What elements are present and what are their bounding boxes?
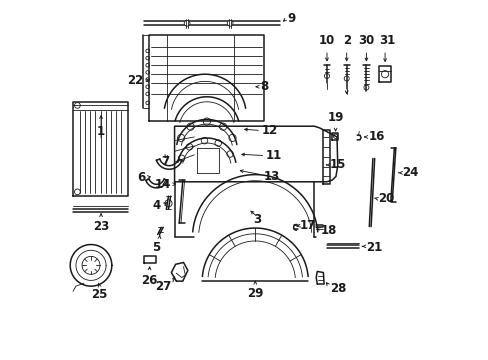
Text: 11: 11 <box>265 149 282 162</box>
Text: 17: 17 <box>300 219 316 233</box>
Text: 23: 23 <box>93 220 109 233</box>
Text: 28: 28 <box>329 282 346 295</box>
Text: 12: 12 <box>261 124 277 137</box>
Text: 29: 29 <box>246 287 263 300</box>
Text: 3: 3 <box>252 213 261 226</box>
Circle shape <box>227 21 233 26</box>
Text: 2: 2 <box>342 34 350 47</box>
Text: 10: 10 <box>318 34 334 47</box>
Text: 5: 5 <box>152 241 161 254</box>
Text: 13: 13 <box>263 170 279 183</box>
Text: 30: 30 <box>358 34 374 47</box>
Text: 26: 26 <box>141 274 157 287</box>
Text: 7: 7 <box>161 155 169 168</box>
Text: 15: 15 <box>329 158 346 171</box>
Text: 8: 8 <box>260 80 268 93</box>
Text: 18: 18 <box>320 224 336 237</box>
Text: 20: 20 <box>377 192 393 205</box>
Text: 4: 4 <box>152 199 160 212</box>
Text: 6: 6 <box>137 171 145 184</box>
Text: 9: 9 <box>287 12 295 25</box>
Circle shape <box>184 21 190 26</box>
Text: 27: 27 <box>155 280 171 293</box>
Text: 25: 25 <box>91 288 107 301</box>
Text: 19: 19 <box>327 111 343 125</box>
Text: 14: 14 <box>154 178 171 191</box>
Text: 1: 1 <box>97 125 105 138</box>
Text: 21: 21 <box>365 241 381 254</box>
Text: 16: 16 <box>367 130 384 144</box>
Text: 24: 24 <box>402 166 418 179</box>
Text: 22: 22 <box>127 74 143 87</box>
Text: 31: 31 <box>378 34 394 47</box>
